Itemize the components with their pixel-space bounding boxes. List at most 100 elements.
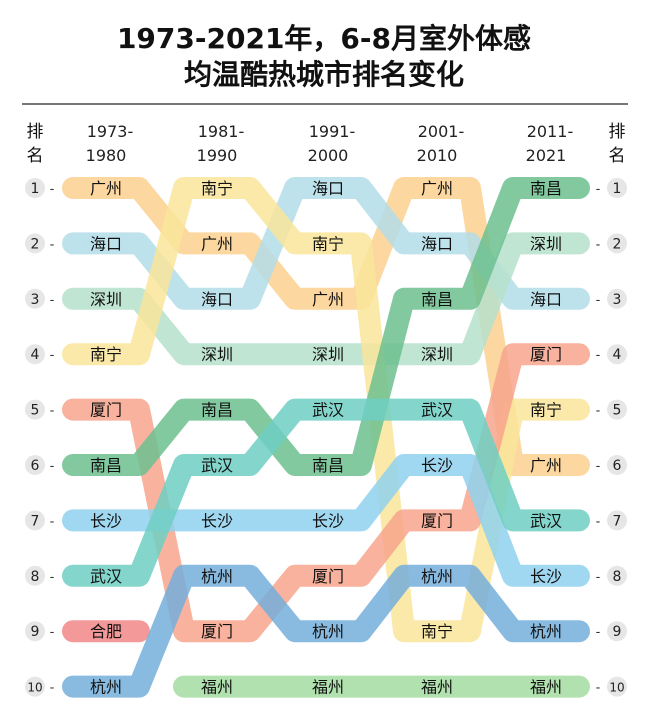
city-label: 福州 [421,678,453,697]
rank-number: 9 [31,624,40,640]
rank-badge [25,288,45,309]
city-label: 广州 [312,290,344,309]
city-label: 合肥 [90,622,122,641]
city-label: 武汉 [90,567,122,586]
rank-label-left-1: 排 [27,122,44,142]
city-label: 深圳 [90,290,122,309]
period-label: 2010 [417,146,458,165]
period-label: 2000 [308,146,349,165]
city-label: 海口 [312,179,344,198]
chart-title-line-1: 1973-2021年，6-8月室外体感 [117,22,531,55]
rank-number: 10 [27,681,42,695]
rank-tick: - [50,514,55,529]
rank-number: 8 [613,569,622,585]
rank-number: 5 [31,403,40,419]
rank-number: 5 [613,403,622,419]
city-label: 武汉 [530,511,562,530]
rank-number: 6 [31,458,40,474]
city-label: 南宁 [90,345,122,364]
rank-badge [607,676,627,697]
series-line-5 [62,177,590,476]
period-label: 1981- [198,122,245,141]
rank-badge [607,455,627,475]
rank-tick: - [50,681,55,696]
city-label: 长沙 [421,456,453,475]
rank-number: 8 [31,569,40,585]
city-label: 海口 [90,234,122,253]
rank-number: 6 [613,458,622,474]
rank-tick: - [50,459,55,474]
city-label: 长沙 [530,567,562,586]
rank-label-right-2: 名 [609,146,626,166]
rank-tick: - [596,570,601,585]
city-label: 长沙 [201,511,233,530]
rank-tick: - [596,514,601,529]
city-label: 杭州 [201,567,233,586]
rank-tick: - [596,293,601,308]
rank-label-right-1: 排 [609,122,626,142]
city-label: 深圳 [312,345,344,364]
city-label: 深圳 [421,345,453,364]
series-line-9 [62,564,590,698]
city-label: 南昌 [90,456,122,475]
city-label: 海口 [421,234,453,253]
city-label: 武汉 [312,401,344,420]
rank-number: 2 [613,236,622,252]
rank-badge [25,621,45,642]
rank-number: 9 [613,624,622,640]
city-label: 海口 [530,290,562,309]
series-line-7 [62,398,590,587]
period-label: 2021 [526,146,567,165]
rank-number: 2 [31,236,40,252]
city-label: 武汉 [201,456,233,475]
rank-badge [25,565,45,586]
city-label: 南宁 [312,234,344,253]
rank-tick: - [596,348,601,363]
city-label: 福州 [312,678,344,697]
rank-tick: - [50,182,55,197]
rank-tick: - [50,404,55,419]
city-label: 深圳 [201,345,233,364]
rank-badge [25,455,45,475]
city-label: 厦门 [312,567,344,586]
rank-number: 1 [31,181,40,197]
city-label: 杭州 [312,622,344,641]
rank-tick: - [596,404,601,419]
rank-badge [607,399,627,420]
city-label: 广州 [201,234,233,253]
city-label: 福州 [530,678,562,697]
rank-badge [25,676,45,697]
rank-tick: - [596,625,601,640]
rank-number: 7 [31,513,40,529]
rank-tick: - [596,182,601,197]
city-label: 长沙 [90,511,122,530]
rank-badge [607,233,627,254]
city-label: 武汉 [421,401,453,420]
series-line-2 [62,232,590,366]
period-label: 1980 [86,146,127,165]
period-label: 2011- [527,122,574,141]
city-label: 厦门 [530,345,562,364]
rank-tick: - [50,570,55,585]
rank-number: 10 [609,681,624,695]
rank-badge [607,510,627,531]
rank-tick: - [596,459,601,474]
rank-tick: - [50,237,55,252]
rank-badge [607,344,627,365]
rank-label-left-2: 名 [27,146,44,166]
city-label: 南宁 [530,401,562,420]
city-label: 南昌 [530,179,562,198]
city-label: 深圳 [530,234,562,253]
rank-badge [607,288,627,309]
rank-number: 7 [613,513,622,529]
city-label: 南宁 [421,622,453,641]
rank-number: 3 [31,292,40,308]
city-label: 厦门 [201,622,233,641]
period-label: 1991- [309,122,356,141]
city-label: 海口 [201,290,233,309]
city-label: 厦门 [421,511,453,530]
city-label: 南昌 [312,456,344,475]
city-label: 南昌 [201,401,233,420]
rank-tick: - [50,625,55,640]
